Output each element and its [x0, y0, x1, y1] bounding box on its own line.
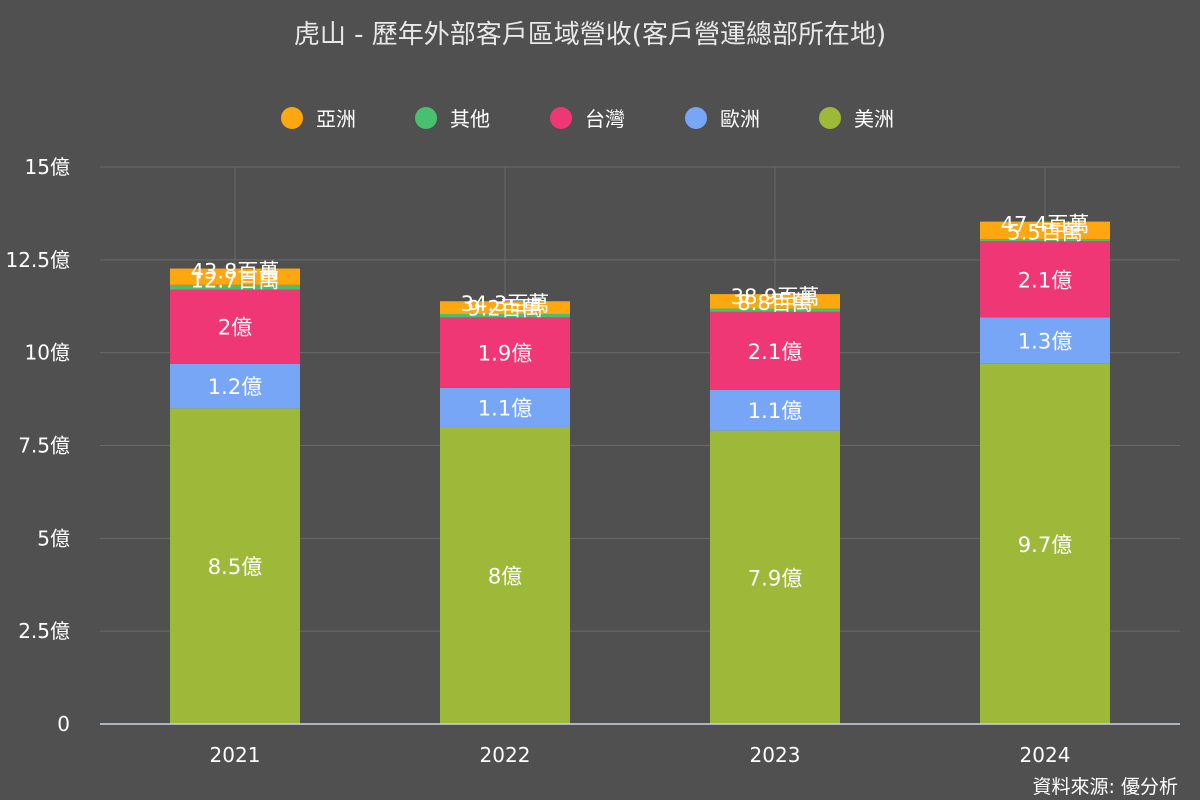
data-label: 1.1億	[748, 399, 802, 423]
data-label: 12.7百萬	[191, 269, 280, 293]
x-tick-label: 2021	[210, 743, 261, 767]
data-label: 9.2百萬	[467, 296, 542, 320]
legend-item[interactable]: 亞洲	[281, 107, 356, 131]
legend-item[interactable]: 其他	[415, 107, 490, 131]
legend-label: 台灣	[585, 107, 625, 131]
bar-segment	[710, 389, 840, 431]
chart-title: 虎山 - 歷年外部客戶區域營收(客戶營運總部所在地)	[294, 20, 886, 50]
data-label: 1.1億	[478, 396, 532, 420]
bar-segment	[710, 294, 840, 309]
bar-segment	[170, 268, 300, 285]
bar-segment	[980, 363, 1110, 724]
y-tick-label: 5億	[37, 526, 70, 550]
bar-segment	[170, 408, 300, 724]
legend-swatch	[819, 107, 841, 129]
legend-swatch	[415, 107, 437, 129]
bar-segment	[440, 317, 570, 388]
x-tick-label: 2024	[1020, 743, 1071, 767]
bar-segment	[980, 221, 1110, 240]
bar-segment	[710, 311, 840, 390]
data-label: 38.9百萬	[731, 285, 820, 309]
bar-segment	[170, 289, 300, 364]
x-tick-label: 2022	[480, 743, 531, 767]
x-axis: 2021 2022 2023 2024	[100, 723, 1180, 767]
bar-segment	[440, 301, 570, 314]
y-axis: 0 2.5億 5億 7.5億 10億 12.5億 15億	[5, 155, 70, 736]
data-label: 5.5百萬	[1007, 220, 1082, 244]
bar-segment	[980, 317, 1110, 364]
y-tick-label: 15億	[25, 155, 70, 179]
source-note: 資料來源: 優分析	[1033, 776, 1178, 798]
bar-segment	[440, 313, 570, 318]
bar-segment	[710, 430, 840, 724]
bar-segment	[170, 284, 300, 290]
bar-segment	[440, 426, 570, 724]
legend-swatch	[281, 107, 303, 129]
data-label: 2.1億	[748, 340, 802, 364]
data-label: 47.4百萬	[1001, 213, 1090, 237]
legend-item[interactable]: 台灣	[550, 107, 625, 131]
legend-swatch	[550, 107, 572, 129]
bar-segment	[440, 387, 570, 427]
y-tick-label: 10億	[25, 341, 70, 365]
legend-label: 歐洲	[720, 107, 760, 131]
legend-label: 其他	[450, 107, 490, 131]
data-label: 8.5億	[208, 555, 262, 579]
data-label: 34.3百萬	[461, 292, 550, 316]
data-label: 7.9億	[748, 566, 802, 590]
bar-segment	[980, 239, 1110, 242]
bar-segment	[710, 308, 840, 312]
legend: 亞洲 其他 台灣 歐洲 美洲	[281, 107, 894, 131]
data-label: 1.9億	[478, 342, 532, 366]
data-label: 1.3億	[1018, 330, 1072, 354]
y-tick-label: 0	[57, 712, 70, 736]
legend-item[interactable]: 歐洲	[685, 107, 760, 131]
legend-label: 亞洲	[316, 107, 356, 131]
data-label: 9.7億	[1018, 533, 1072, 557]
data-label: 2.1億	[1018, 268, 1072, 292]
y-tick-label: 2.5億	[18, 619, 70, 643]
y-tick-label: 12.5億	[5, 248, 70, 272]
data-label: 1.2億	[208, 375, 262, 399]
x-tick-label: 2023	[750, 743, 801, 767]
data-label: 8.8百萬	[737, 291, 812, 315]
legend-item[interactable]: 美洲	[819, 107, 894, 131]
legend-label: 美洲	[854, 107, 894, 131]
data-label: 43.8百萬	[191, 260, 280, 284]
data-label: 2億	[218, 316, 252, 340]
bar-segment	[170, 363, 300, 409]
bar-segment	[980, 241, 1110, 318]
y-tick-label: 7.5億	[18, 434, 70, 458]
legend-swatch	[685, 107, 707, 129]
data-label: 8億	[488, 564, 522, 588]
